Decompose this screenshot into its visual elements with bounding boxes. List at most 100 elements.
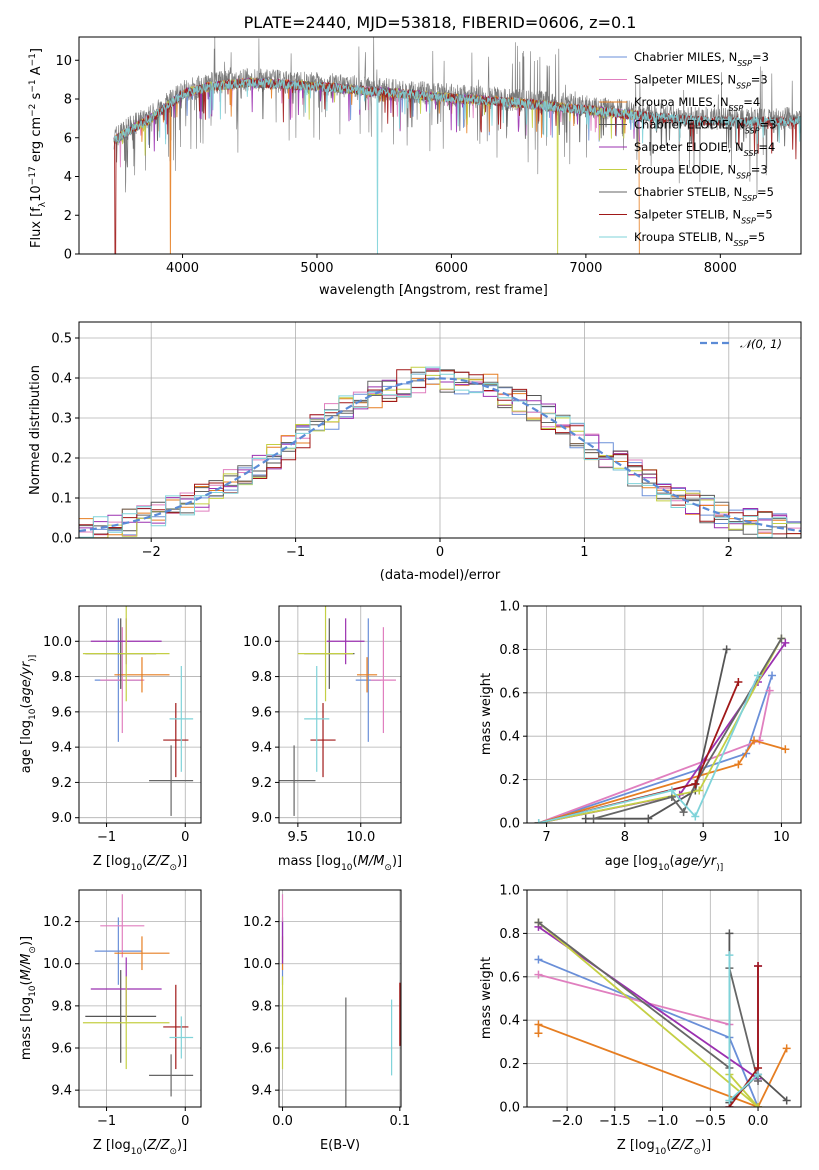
label-part: )] — [177, 854, 187, 869]
label-part: Z/Z — [670, 1138, 694, 1153]
panel-mass_vs_ebv: 0.0 0.1 9.4 9.6 9.8 10.0 10.2 E(B-V) — [243, 889, 410, 1153]
weight-series-line — [538, 681, 740, 823]
y-tick-label: 0 — [64, 248, 72, 263]
x-tick-label: 8000 — [704, 261, 737, 276]
y-tick-label: 0.2 — [499, 1057, 520, 1072]
y-tick-label: 1.0 — [499, 884, 520, 899]
legend-text: Salpeter STELIB, N — [634, 208, 741, 222]
weight-marker — [725, 929, 734, 938]
y-tick-label: 10.2 — [243, 915, 272, 930]
y-tick-label: 0.6 — [499, 970, 520, 985]
axes-frame — [78, 605, 202, 824]
x-axis-label: Z [log10(Z/Z⊙)] — [93, 854, 187, 873]
legend-text: Chabrier MILES, N — [634, 50, 737, 64]
weight-marker — [753, 671, 762, 680]
panel-mass_vs_Z: −1 09.49.69.810.010.2Z [log10(Z/Z⊙)]mass … — [19, 889, 202, 1157]
x-tick-label: 0.1 — [389, 1114, 410, 1129]
label-part: )] — [19, 936, 34, 946]
weight-marker — [725, 951, 734, 960]
y-tick-label: 0.1 — [51, 492, 72, 507]
legend-entry: Chabrier MILES, NSSP=3 — [634, 50, 769, 68]
y-tick-label: 0.6 — [499, 686, 520, 701]
label-part: age/yr — [19, 660, 34, 703]
label-part: ⊙ — [384, 863, 392, 873]
weight-marker — [734, 677, 743, 686]
y-tick-label: 9.8 — [51, 670, 72, 685]
legend-entry: Kroupa MILES, NSSP=4 — [634, 95, 760, 113]
label-part: ( — [353, 854, 358, 869]
label-part: )] — [28, 655, 38, 662]
weight-series-line — [538, 638, 783, 823]
label-part: ] — [29, 48, 44, 53]
panel-age_vs_mass: 9.5 10.0 9.0 9.2 9.4 9.6 9.8 10.0 mass [log10(M/… — [243, 605, 402, 873]
x-tick-label: 10.0 — [346, 830, 375, 845]
legend-text: Chabrier ELODIE, N — [634, 118, 745, 132]
y-tick-label: 9.6 — [51, 1042, 72, 1057]
spectrum-model-line — [113, 78, 801, 254]
y-tick-label: 10.0 — [43, 957, 72, 972]
weight-marker — [782, 1096, 791, 1105]
y-axis-label: Flux [fλ10−17 erg cm−2 s−1 A−1] — [28, 48, 48, 248]
x-axis-label: Z [log10(Z/Z⊙)] — [93, 1138, 187, 1157]
histogram-series — [79, 366, 801, 538]
weight-series-line — [537, 921, 759, 1107]
x-tick-label: 0.0 — [748, 1114, 769, 1129]
axes-frame — [278, 605, 402, 824]
plot-area — [113, 37, 801, 254]
axes-frame — [526, 605, 802, 824]
y-axis-label: mass [log10(M/M⊙)] — [19, 936, 38, 1060]
legend-sub: SSP — [736, 81, 751, 90]
label-part: 10 — [131, 863, 143, 873]
label-part: ⊙ — [169, 1147, 177, 1157]
y-tick-label: 0.4 — [499, 1014, 520, 1029]
label-part: 10 — [341, 863, 353, 873]
legend-entry: 𝒩(0, 1) — [740, 337, 782, 351]
axes-frame — [526, 889, 802, 1108]
x-tick-label: −0.5 — [695, 1114, 727, 1129]
x-tick-label: −1.5 — [599, 1114, 631, 1129]
x-tick-label: 4000 — [166, 261, 199, 276]
legend-entry: Chabrier ELODIE, NSSP=3 — [634, 118, 776, 136]
weight-marker — [534, 1020, 543, 1029]
label-part: ⊙ — [693, 1147, 701, 1157]
y-tick-label: 0.2 — [51, 452, 72, 467]
x-tick-label: 9 — [699, 830, 707, 845]
label-part: )] — [716, 863, 723, 873]
label-part: 10 — [28, 985, 38, 997]
label-part: s — [29, 92, 44, 103]
plot-area — [534, 918, 791, 1107]
legend-text: =5 — [756, 208, 773, 222]
label-part: M/M — [358, 854, 385, 869]
weight-marker — [754, 1070, 763, 1079]
label-part: 10 — [655, 1147, 667, 1157]
label-part: −1 — [28, 79, 38, 92]
label-part: −17 — [28, 166, 38, 185]
y-axis-label: Normed distribution — [28, 365, 43, 495]
figure-title: PLATE=2440, MJD=53818, FIBERID=0606, z=0… — [244, 13, 637, 32]
label-part: ⊙ — [169, 863, 177, 873]
y-tick-label: 0.8 — [499, 927, 520, 942]
weight-marker — [754, 961, 763, 970]
legend-text: =3 — [760, 118, 777, 132]
legend-entry: Salpeter STELIB, NSSP=5 — [634, 208, 773, 226]
weight-marker — [734, 760, 743, 769]
y-tick-label: 6 — [64, 131, 72, 146]
weight-marker — [777, 634, 786, 643]
x-tick-label: 10 — [773, 830, 790, 845]
weight-series-line — [537, 1023, 788, 1107]
y-tick-label: 0.2 — [499, 773, 520, 788]
plot-area — [79, 366, 801, 538]
x-tick-label: 2 — [725, 545, 733, 560]
x-tick-label: −1.0 — [647, 1114, 679, 1129]
weight-marker — [781, 745, 790, 754]
y-tick-label: 10 — [55, 54, 72, 69]
weight-series-line — [538, 958, 759, 1107]
panel-age_vs_Z: −1 09.09.29.49.69.810.0Z [log10(Z/Z⊙)]age… — [19, 605, 202, 873]
y-tick-label: 9.2 — [251, 776, 272, 791]
label-part: ⊙ — [28, 946, 38, 954]
x-tick-label: 0 — [436, 545, 444, 560]
x-tick-label: 8 — [621, 830, 629, 845]
plot-area — [82, 606, 194, 816]
label-part: )] — [701, 1138, 711, 1153]
label-part: erg cm — [29, 117, 44, 166]
